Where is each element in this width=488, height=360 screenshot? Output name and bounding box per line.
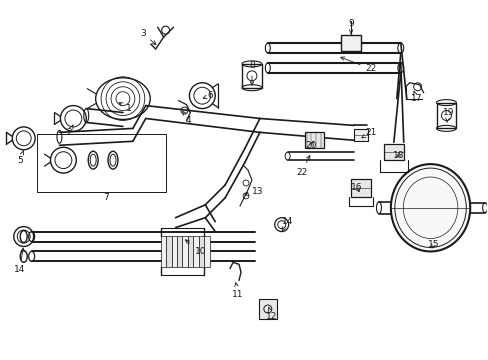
Text: 8: 8 — [248, 62, 254, 85]
Bar — [199, 235, 204, 267]
Text: 12: 12 — [265, 307, 277, 321]
Text: 14: 14 — [14, 248, 25, 274]
Text: 22: 22 — [340, 57, 376, 73]
Bar — [353, 129, 367, 141]
Text: 15: 15 — [427, 240, 438, 249]
Bar — [242, 64, 262, 88]
Text: 17: 17 — [410, 91, 422, 103]
Bar — [177, 235, 182, 267]
Text: 16: 16 — [351, 184, 362, 193]
Bar — [304, 132, 324, 148]
Bar — [350, 179, 370, 197]
Text: 6: 6 — [203, 91, 213, 100]
Text: 5: 5 — [17, 150, 23, 165]
Text: 7: 7 — [103, 193, 109, 202]
Text: 14: 14 — [281, 217, 293, 231]
Text: 21: 21 — [361, 128, 376, 138]
Text: 10: 10 — [185, 240, 205, 256]
Bar — [166, 235, 171, 267]
Text: 22: 22 — [295, 156, 309, 176]
Text: 13: 13 — [244, 188, 263, 197]
Text: 20: 20 — [305, 141, 317, 150]
Text: 19: 19 — [442, 108, 453, 122]
Bar — [187, 235, 193, 267]
Bar — [161, 235, 166, 267]
Text: 4: 4 — [182, 111, 191, 125]
Bar — [204, 235, 209, 267]
Bar — [341, 35, 360, 51]
Text: 3: 3 — [140, 29, 156, 45]
Ellipse shape — [390, 164, 469, 251]
Bar — [193, 235, 199, 267]
Bar — [258, 299, 276, 319]
Text: 18: 18 — [392, 151, 404, 160]
Text: 1: 1 — [119, 103, 131, 113]
Bar — [171, 235, 177, 267]
Text: 2: 2 — [66, 125, 73, 137]
Text: 9: 9 — [347, 19, 353, 33]
Text: 11: 11 — [232, 283, 244, 298]
Bar — [182, 235, 187, 267]
Bar — [37, 134, 165, 192]
Bar — [383, 144, 403, 160]
Bar — [436, 103, 455, 129]
